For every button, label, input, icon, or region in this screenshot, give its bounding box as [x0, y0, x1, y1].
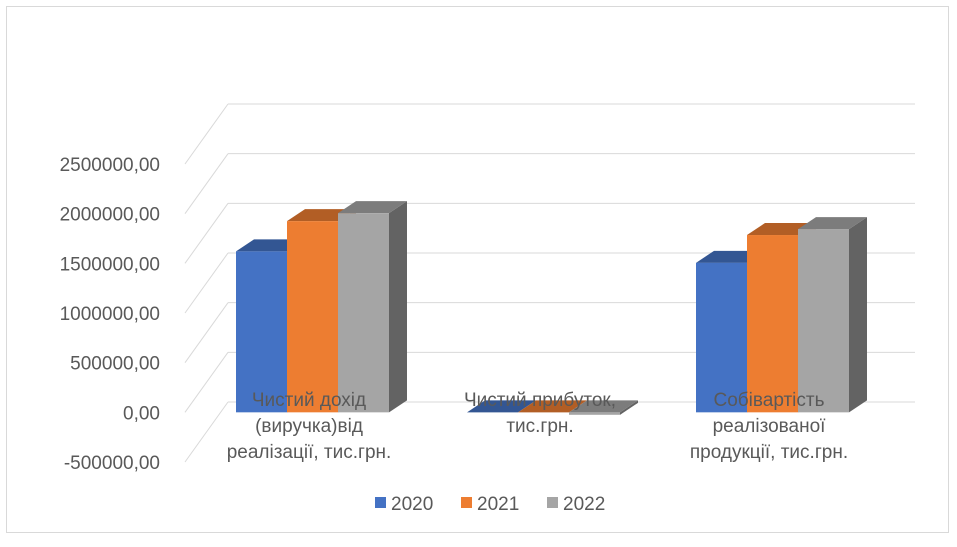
bar-side-2022 [849, 217, 867, 413]
bar-2020 [696, 262, 747, 413]
gridline-diagonal [184, 302, 229, 363]
x-category-label: Чистий дохід [252, 390, 366, 411]
bar-2022 [338, 213, 389, 413]
x-category-label: реалізованої [713, 416, 827, 437]
bar-chart: 2500000,00 2000000,00 1500000,00 1000000,00… [60, 103, 915, 515]
bar-top-2022 [569, 400, 638, 413]
y-tick-label: -500000,00 [64, 453, 160, 474]
x-category-label: тис.грн. [506, 416, 573, 437]
bar-top-2022 [338, 201, 407, 214]
bar-2022 [798, 229, 849, 413]
x-category-label: (виручка)від [255, 416, 363, 437]
bar-2021 [287, 221, 338, 413]
bar-2021 [747, 235, 798, 413]
legend-swatch-2020 [375, 497, 386, 508]
x-category-label: Чистий прибуток, [464, 390, 616, 411]
y-tick-label: 2500000,00 [60, 155, 160, 176]
x-category-label: Собівартість [713, 390, 824, 411]
legend-swatch-2022 [547, 497, 558, 508]
bar-top-2022 [798, 217, 867, 230]
y-tick-label: 2000000,00 [60, 205, 160, 226]
chart-area: 2500000,00 2000000,00 1500000,00 1000000,00… [6, 6, 949, 533]
gridline-diagonal [184, 153, 229, 214]
gridline-diagonal [184, 203, 229, 264]
x-category-label: продукції, тис.грн. [690, 442, 848, 463]
gridline-diagonal [184, 252, 229, 314]
bar-top-2020 [467, 400, 536, 413]
y-tick-label: 1500000,00 [60, 254, 160, 275]
legend-label: 2022 [563, 494, 605, 515]
bar-side-2022 [389, 201, 407, 413]
bar-2020 [236, 251, 287, 413]
y-tick-label: 500000,00 [70, 354, 160, 375]
x-category-label: реалізації, тис.грн. [227, 442, 392, 463]
legend-label: 2020 [391, 494, 433, 515]
y-tick-label: 0,00 [123, 403, 160, 424]
y-tick-label: 1000000,00 [60, 304, 160, 325]
bar-2022 [569, 412, 620, 415]
legend-swatch-2021 [461, 497, 472, 508]
gridline-diagonal [184, 103, 229, 165]
gridline-diagonal [184, 352, 229, 413]
legend-label: 2021 [477, 494, 519, 515]
bar-side-2022 [620, 400, 638, 415]
bar-top-2021 [518, 400, 587, 413]
gridline-diagonal [184, 401, 229, 463]
